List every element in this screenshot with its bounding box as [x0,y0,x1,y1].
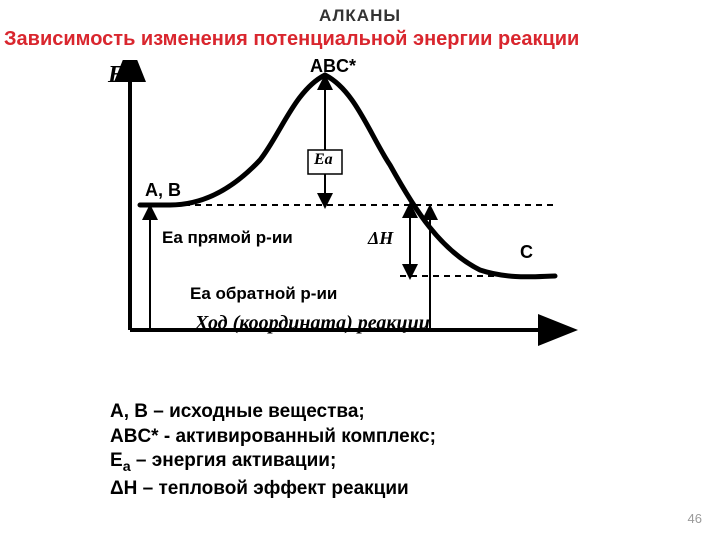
legend-line-1: A, B – исходные вещества; [110,400,436,425]
x-axis-label: Ход (координата) реакции [195,312,430,335]
page-number: 46 [688,511,702,526]
slide-header: АЛКАНЫ [0,0,720,26]
reactants-label: A, B [145,180,181,201]
energy-diagram: E ABC* A, B Ea Eа прямой р-ии ΔH C Eа об… [100,60,580,360]
legend-line-3: Ea – энергия активации; [110,449,436,476]
legend: A, B – исходные вещества; ABC* - активир… [110,400,436,501]
legend-line-2: ABC* - активированный комплекс; [110,425,436,450]
delta-h-label: ΔH [368,228,393,249]
axis-label-e: E [108,62,124,89]
legend-line-4: ΔH – тепловой эффект реакции [110,477,436,502]
peak-label: ABC* [310,56,356,77]
ea-forward-label: Eа прямой р-ии [162,228,293,248]
slide-subtitle: Зависимость изменения потенциальной энер… [0,26,720,51]
product-label: C [520,242,533,263]
ea-reverse-label: Eа обратной р-ии [190,284,337,304]
ea-box-label: Ea [314,151,333,169]
